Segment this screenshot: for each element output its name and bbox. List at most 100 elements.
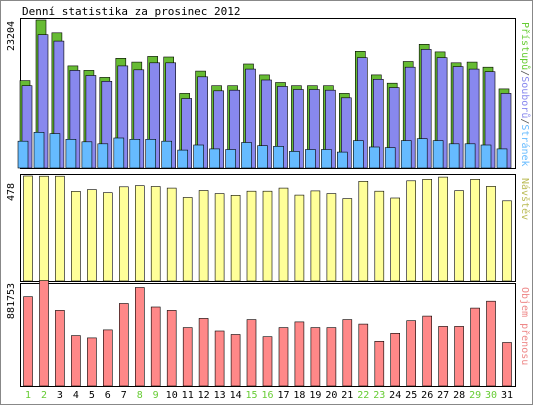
bar-Stránek-8 [129, 139, 141, 169]
bar-Stránek-30 [480, 144, 492, 169]
bar-Návštěv-29 [470, 179, 480, 282]
bar-Návštěv-19 [310, 190, 321, 282]
x-tick-label-20: 20 [325, 390, 337, 401]
bar-Objem přenosu-23 [374, 340, 385, 387]
bar-Návštěv-28 [454, 190, 464, 282]
x-tick-label-13: 13 [214, 390, 226, 401]
bar-Objem přenosu-18 [294, 321, 305, 387]
y-max-label: 23204 [6, 21, 17, 51]
bar-Návštěv-13 [214, 193, 225, 282]
bar-Objem přenosu-22 [358, 323, 369, 387]
x-tick-label-12: 12 [198, 390, 210, 401]
bar-Návštěv-23 [374, 190, 385, 282]
series-axis-label-part-3: / [519, 118, 530, 124]
series-axis-label-part-4: Stránek [519, 124, 531, 166]
bar-Objem přenosu-10 [166, 310, 177, 387]
series-axis-label-part-1: / [519, 70, 530, 76]
bar-Návštěv-27 [438, 176, 448, 282]
bar-Objem přenosu-5 [87, 337, 97, 387]
bar-Objem přenosu-19 [310, 327, 321, 387]
bar-Stránek-21 [336, 151, 348, 169]
bar-Objem přenosu-13 [214, 330, 225, 387]
x-tick-label-3: 3 [57, 390, 63, 401]
series-axis-label: Objem přenosu [519, 287, 531, 365]
bar-Návštěv-18 [294, 194, 305, 282]
bar-Návštěv-1 [23, 175, 33, 282]
bar-Stránek-17 [273, 146, 284, 169]
bar-Návštěv-24 [390, 197, 401, 282]
bar-Stránek-1 [17, 140, 29, 169]
series-axis-label-part-0: Přístupů [519, 22, 531, 70]
bar-Návštěv-8 [135, 185, 145, 282]
bar-Objem přenosu-21 [342, 319, 353, 387]
x-tick-label-11: 11 [182, 390, 194, 401]
bar-Objem přenosu-8 [135, 287, 145, 387]
series-axis-label-part-2: Souborů [519, 76, 531, 118]
bar-Stránek-25 [400, 140, 412, 169]
bar-Objem přenosu-14 [230, 334, 241, 387]
bar-Návštěv-26 [422, 179, 433, 282]
bar-Objem přenosu-30 [486, 300, 496, 387]
bar-Návštěv-22 [358, 181, 369, 282]
bar-Stránek-26 [416, 138, 428, 169]
y-max-label: 478 [6, 183, 17, 201]
panel-2: 478 Návštěv [6, 174, 531, 282]
bar-Stránek-4 [65, 139, 77, 169]
bar-Návštěv-11 [182, 197, 193, 282]
bar-Návštěv-6 [103, 192, 113, 282]
x-tick-label-2: 2 [41, 390, 47, 401]
x-tick-label-26: 26 [421, 390, 433, 401]
bar-Návštěv-3 [55, 175, 65, 282]
bar-Návštěv-4 [71, 191, 81, 282]
x-tick-label-24: 24 [389, 390, 401, 401]
bar-Stránek-7 [113, 137, 125, 169]
x-tick-label-21: 21 [341, 390, 353, 401]
bar-Objem přenosu-31 [502, 342, 512, 387]
bar-Stránek-23 [368, 146, 380, 169]
bar-Objem přenosu-28 [454, 326, 464, 387]
x-tick-label-30: 30 [485, 390, 497, 401]
bar-Stránek-18 [289, 151, 300, 169]
bar-Návštěv-5 [87, 189, 97, 282]
bar-Stránek-22 [352, 140, 364, 169]
bar-Návštěv-14 [230, 195, 241, 282]
bar-Návštěv-10 [166, 187, 177, 282]
bar-Návštěv-15 [246, 190, 257, 282]
bar-Objem přenosu-26 [422, 315, 433, 387]
x-tick-label-7: 7 [121, 390, 127, 401]
x-tick-label-6: 6 [105, 390, 111, 401]
bar-Objem přenosu-3 [55, 310, 65, 387]
bar-Stránek-2 [33, 132, 45, 169]
panel-1: 23204 Přístupů/Souborů/Stránek [6, 18, 531, 169]
bar-Návštěv-25 [406, 180, 417, 282]
bar-Objem přenosu-29 [470, 307, 480, 387]
x-tick-label-23: 23 [373, 390, 385, 401]
bar-Objem přenosu-16 [262, 336, 273, 387]
x-tick-label-1: 1 [25, 390, 31, 401]
bar-Návštěv-30 [486, 186, 496, 282]
x-tick-label-4: 4 [73, 390, 79, 401]
bar-Stránek-20 [321, 149, 332, 169]
bar-Objem přenosu-4 [71, 335, 81, 387]
x-axis-labels: 1 2 3 4 5 6 7 8 9 10 11 12 13 14 15 16 17 18 19 20 21 22 23 24 2… [25, 390, 513, 401]
series-axis-label: Návštěv [519, 178, 531, 220]
bar-Objem přenosu-25 [406, 320, 417, 387]
bar-Stránek-27 [432, 140, 444, 169]
series-axis-label: Přístupů/Souborů/Stránek [519, 22, 531, 167]
x-tick-label-14: 14 [230, 390, 242, 401]
y-max-label: 881753 [6, 283, 17, 319]
x-tick-label-27: 27 [437, 390, 449, 401]
bar-Stránek-12 [193, 144, 204, 169]
bar-Stránek-28 [448, 143, 460, 169]
bar-Objem přenosu-1 [23, 296, 33, 387]
bar-Návštěv-12 [198, 190, 209, 282]
bar-Stránek-31 [496, 148, 508, 169]
bar-Objem přenosu-6 [103, 329, 113, 387]
bar-Stránek-24 [384, 147, 396, 169]
bar-Stránek-13 [209, 148, 220, 169]
bar-Stránek-29 [464, 143, 476, 169]
bar-Objem přenosu-20 [326, 327, 337, 387]
bar-Návštěv-20 [326, 193, 337, 282]
x-tick-label-17: 17 [277, 390, 289, 401]
